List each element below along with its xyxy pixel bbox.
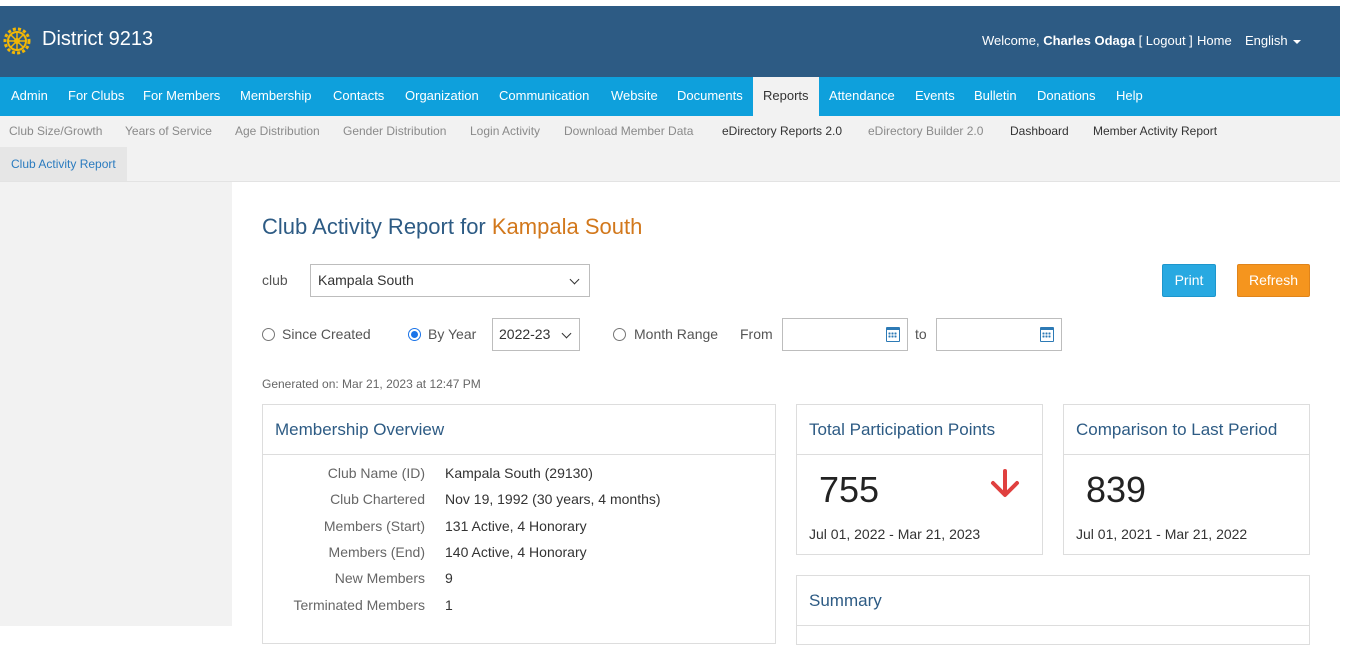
overview-value: Nov 19, 1992 (30 years, 4 months): [445, 491, 661, 507]
page-title-prefix: Club Activity Report for: [262, 214, 486, 239]
caret-down-icon: [1292, 39, 1301, 44]
year-select-value: 2022-23: [499, 326, 551, 342]
arrow-down-icon: [991, 469, 1019, 497]
subnav-member-activity-report[interactable]: Member Activity Report: [1093, 124, 1218, 138]
nav-admin[interactable]: Admin: [11, 88, 48, 103]
subnav-login-activity[interactable]: Login Activity: [470, 124, 541, 138]
subnav-dashboard[interactable]: Dashboard: [1010, 124, 1069, 138]
welcome-text: Welcome, Charles Odaga [ Logout ]: [982, 33, 1193, 48]
since-created-label: Since Created: [282, 326, 371, 342]
comparison-value: 839: [1086, 469, 1147, 510]
overview-label: Terminated Members: [293, 597, 426, 613]
generated-timestamp: Generated on: Mar 21, 2023 at 12:47 PM: [262, 377, 481, 391]
subnav-club-activity-report[interactable]: Club Activity Report: [0, 147, 127, 181]
subnav-edirectory-reports[interactable]: eDirectory Reports 2.0: [722, 124, 843, 138]
district-title[interactable]: District 9213: [42, 28, 154, 50]
nav-contacts[interactable]: Contacts: [333, 88, 385, 103]
participation-points-range: Jul 01, 2022 - Mar 21, 2023: [809, 526, 981, 542]
comparison-range: Jul 01, 2021 - Mar 21, 2022: [1076, 526, 1248, 542]
overview-value: 1: [445, 597, 453, 613]
chevron-down-icon: [561, 328, 572, 339]
welcome-prefix: Welcome,: [982, 33, 1040, 48]
page-title: Club Activity Report for Kampala South: [262, 214, 642, 240]
panel-header: Membership Overview: [263, 405, 775, 455]
refresh-button[interactable]: Refresh: [1237, 264, 1310, 297]
overview-label: Club Name (ID): [327, 465, 425, 481]
overview-label: Members (Start): [323, 518, 425, 534]
overview-label: New Members: [334, 570, 425, 586]
nav-bulletin[interactable]: Bulletin: [974, 88, 1017, 103]
since-created-radio[interactable]: [262, 328, 275, 341]
to-date-input[interactable]: [936, 318, 1062, 351]
club-select[interactable]: Kampala South: [310, 264, 590, 297]
nav-organization[interactable]: Organization: [405, 88, 479, 103]
overview-value: 140 Active, 4 Honorary: [445, 544, 587, 560]
logout-link[interactable]: [ Logout ]: [1138, 33, 1193, 48]
nav-donations[interactable]: Donations: [1037, 88, 1096, 103]
calendar-icon[interactable]: [1040, 327, 1054, 342]
nav-membership[interactable]: Membership: [240, 88, 312, 103]
to-label: to: [915, 326, 927, 342]
by-year-radio[interactable]: [408, 328, 421, 341]
subnav-edirectory-builder[interactable]: eDirectory Builder 2.0: [868, 124, 984, 138]
nav-for-clubs[interactable]: For Clubs: [68, 88, 125, 103]
summary-panel: Summary: [796, 575, 1310, 645]
left-sidebar: [0, 182, 232, 626]
comparison-title: Comparison to Last Period: [1076, 420, 1278, 439]
overview-label: Members (End): [328, 544, 425, 560]
club-select-value: Kampala South: [318, 272, 414, 288]
membership-overview-panel: Membership Overview Club Name (ID) Kampa…: [262, 404, 776, 644]
by-year-label: By Year: [428, 326, 477, 342]
home-link[interactable]: Home: [1197, 33, 1232, 48]
nav-attendance[interactable]: Attendance: [829, 88, 895, 103]
chevron-down-icon: [569, 274, 580, 285]
month-range-label: Month Range: [634, 326, 719, 342]
overview-label: Club Chartered: [330, 491, 425, 507]
subnav-years-of-service[interactable]: Years of Service: [125, 124, 212, 138]
language-dropdown[interactable]: English: [1245, 33, 1301, 48]
participation-points-panel: Total Participation Points 755 Jul 01, 2…: [796, 404, 1043, 555]
participation-points-value: 755: [819, 469, 880, 510]
club-label: club: [262, 272, 288, 288]
overview-value: 131 Active, 4 Honorary: [445, 518, 587, 534]
subnav-age-distribution[interactable]: Age Distribution: [235, 124, 320, 138]
overview-value: Kampala South (29130): [445, 465, 593, 481]
nav-communication[interactable]: Communication: [499, 88, 590, 103]
from-label: From: [740, 326, 773, 342]
from-date-input[interactable]: [782, 318, 908, 351]
reports-subnav: Club Size/Growth Years of Service Age Di…: [0, 116, 1340, 182]
panel-header: Total Participation Points: [797, 405, 1042, 455]
month-range-radio[interactable]: [613, 328, 626, 341]
participation-points-title: Total Participation Points: [809, 420, 996, 439]
comparison-panel: Comparison to Last Period 839 Jul 01, 20…: [1063, 404, 1310, 555]
language-label: English: [1245, 33, 1288, 48]
nav-help[interactable]: Help: [1116, 88, 1143, 103]
subnav-club-size-growth[interactable]: Club Size/Growth: [9, 124, 103, 138]
panel-header: Comparison to Last Period: [1064, 405, 1309, 455]
summary-title: Summary: [809, 591, 882, 610]
calendar-icon[interactable]: [886, 327, 900, 342]
nav-reports[interactable]: Reports: [753, 77, 819, 116]
nav-events[interactable]: Events: [915, 88, 955, 103]
rotary-wheel-icon: [3, 27, 31, 55]
year-select[interactable]: 2022-23: [492, 318, 580, 351]
subnav-gender-distribution[interactable]: Gender Distribution: [343, 124, 447, 138]
user-name: Charles Odaga: [1043, 33, 1135, 48]
panel-header: Summary: [797, 576, 1309, 626]
nav-documents[interactable]: Documents: [677, 88, 743, 103]
print-button[interactable]: Print: [1162, 264, 1216, 297]
membership-overview-title: Membership Overview: [275, 420, 445, 439]
subnav-download-member-data[interactable]: Download Member Data: [564, 124, 694, 138]
page-title-club: Kampala South: [491, 214, 643, 239]
top-header: District 9213 Welcome, Charles Odaga [ L…: [0, 6, 1340, 77]
main-navigation: Admin For Clubs For Members Membership C…: [0, 77, 1340, 116]
overview-value: 9: [445, 570, 453, 586]
nav-website[interactable]: Website: [611, 88, 658, 103]
nav-for-members[interactable]: For Members: [143, 88, 221, 103]
